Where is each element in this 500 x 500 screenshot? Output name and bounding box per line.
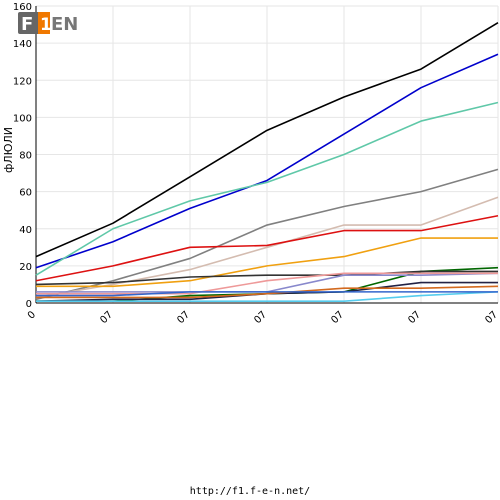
y-tick-label: 60: [19, 188, 32, 199]
y-tick-label: 0: [26, 299, 32, 310]
axes: [35, 6, 498, 304]
tick-labels: 0 20 40 60 80 100 120 140 160 0 07 07 07 07 07 07: [13, 2, 500, 326]
y-tick-label: 140: [13, 39, 32, 50]
svg-text:EN: EN: [51, 14, 78, 35]
y-tick-label: 80: [19, 151, 32, 162]
series-line-7: [36, 237, 498, 288]
grid: [35, 5, 499, 304]
x-tick-label: 0: [26, 309, 38, 321]
series-line-9: [35, 270, 498, 286]
series-line-13: [36, 285, 499, 299]
x-tick-label: 07: [252, 309, 269, 326]
svg-text:F: F: [21, 14, 33, 35]
svg-text:1: 1: [40, 15, 52, 35]
y-tick-label: 120: [13, 76, 32, 87]
x-tick-label: 07: [406, 309, 423, 326]
footer-url: http://f1.f-e-n.net/: [189, 486, 311, 497]
x-tick-label: 07: [98, 309, 115, 326]
series-line-11: [36, 272, 498, 295]
series-line-3: [35, 101, 499, 276]
x-tick-label: 07: [175, 309, 192, 326]
series-line-4: [35, 168, 499, 301]
series-line-15: [36, 291, 498, 297]
y-axis-label: фЛЮЛИ: [2, 127, 15, 173]
series-line-1: [35, 22, 499, 258]
y-tick-label: 160: [13, 2, 32, 13]
logo-graphic: F 1 EN: [18, 12, 78, 35]
x-tick-label: 07: [483, 309, 500, 326]
series-line-6: [35, 214, 499, 282]
y-tick-label: 100: [13, 113, 32, 124]
x-tick-label: 07: [329, 309, 346, 326]
series-line-2: [35, 53, 499, 269]
series-line-5: [35, 196, 499, 299]
series-line-14: [36, 291, 499, 302]
y-tick-label: 20: [19, 262, 32, 273]
f1en-logo: F 1 EN: [18, 10, 98, 36]
y-tick-label: 40: [19, 225, 32, 236]
series-lines: [35, 22, 499, 302]
